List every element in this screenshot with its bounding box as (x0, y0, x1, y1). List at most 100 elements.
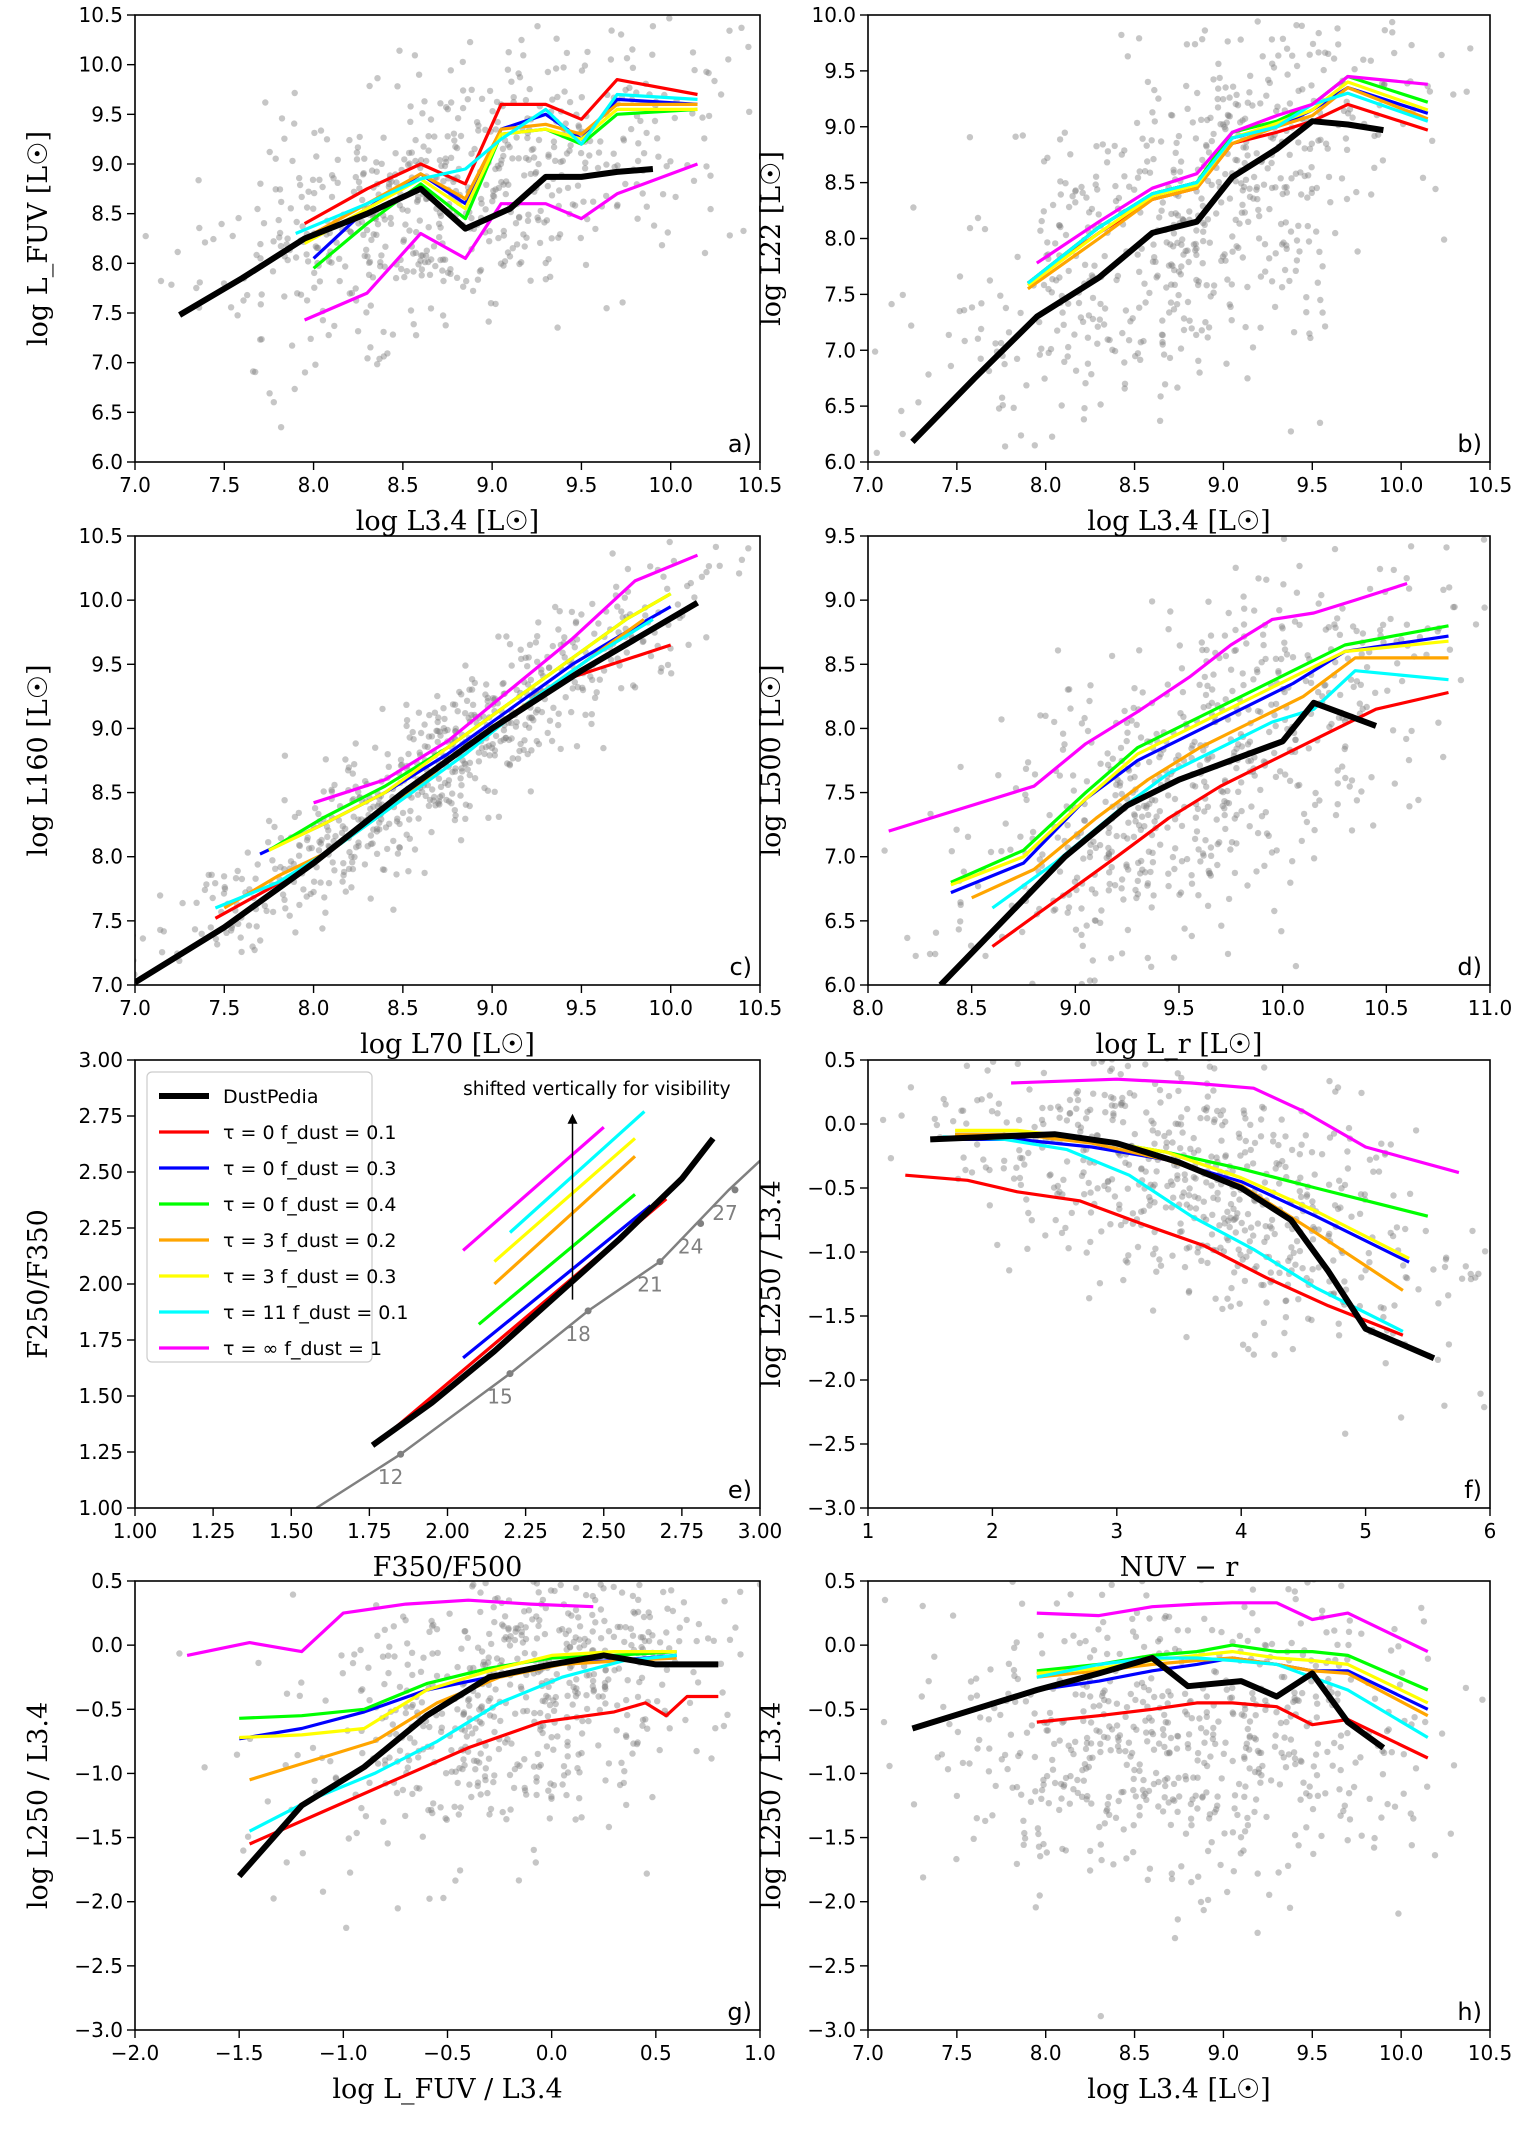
scatter-point (1242, 1744, 1250, 1752)
scatter-point (1269, 60, 1276, 67)
scatter-point (381, 1680, 388, 1688)
scatter-point (417, 252, 425, 259)
scatter-point (423, 157, 430, 165)
scatter-point (1202, 319, 1209, 326)
scatter-point (1291, 618, 1299, 625)
scatter-point (1214, 840, 1221, 848)
scatter-point (1227, 1303, 1235, 1310)
scatter-point (305, 188, 312, 195)
scatter-point (1190, 241, 1198, 248)
scatter-point (528, 747, 535, 754)
scatter-point (1005, 1660, 1013, 1668)
scatter-point (1013, 355, 1021, 362)
scatter-point (1039, 1650, 1046, 1657)
scatter-point (361, 252, 368, 260)
scatter-point (1467, 1275, 1475, 1283)
scatter-point (469, 287, 477, 295)
scatter-point (726, 1636, 734, 1644)
scatter-point (1157, 750, 1164, 758)
scatter-point (400, 1613, 407, 1620)
scatter-point (1343, 146, 1351, 153)
scatter-point (426, 1723, 433, 1731)
scatter-point (1148, 963, 1155, 970)
scatter-point (1227, 1214, 1234, 1221)
scatter-point (953, 1855, 960, 1863)
scatter-point (1422, 1718, 1429, 1726)
scatter-point (544, 729, 551, 737)
scatter-point (1348, 1213, 1355, 1220)
scatter-point (1065, 1245, 1072, 1252)
scatter-point (266, 148, 273, 156)
scatter-point (509, 755, 516, 762)
scatter-point (1092, 173, 1100, 180)
scatter-point (1260, 181, 1268, 188)
scatter-point (534, 706, 541, 713)
scatter-point (1275, 1141, 1282, 1149)
scatter-point (1167, 1692, 1174, 1699)
scatter-point (980, 1156, 987, 1163)
scatter-point (1162, 1782, 1169, 1790)
scatter-point (595, 620, 602, 627)
scatter-point (475, 122, 482, 129)
scatter-point (1140, 1643, 1148, 1651)
scatter-point (1233, 745, 1240, 752)
panel-g: −2.0 −1.5 −1.0 −0.5 0.0 0.5 1.0−3.0−2.5−2.0−1.… (23, 1569, 776, 2105)
scatter-point (1122, 307, 1130, 314)
scatter-point (1204, 1847, 1212, 1855)
scatter-point (514, 1761, 521, 1768)
scatter-point (1118, 876, 1126, 883)
scatter-point (1282, 771, 1289, 778)
legend-label: τ = 0 f_dust = 0.3 (223, 1158, 396, 1180)
scatter-point (552, 157, 559, 164)
scatter-point (1389, 29, 1396, 36)
scatter-point (507, 1806, 514, 1813)
scatter-point (1292, 736, 1299, 743)
scatter-point (1180, 713, 1187, 720)
scatter-point (1034, 1825, 1042, 1832)
scatter-point (1238, 180, 1245, 187)
scatter-point (693, 1747, 700, 1755)
scatter-point (1193, 276, 1200, 284)
scatter-point (1244, 741, 1252, 748)
scatter-point (1169, 262, 1176, 269)
scatter-point (1063, 1117, 1071, 1124)
scatter-point (1332, 811, 1340, 819)
scatter-point (597, 138, 604, 145)
scatter-point (458, 691, 465, 698)
scatter-point (466, 759, 474, 766)
scatter-point (746, 108, 753, 116)
scatter-point (1249, 1160, 1257, 1167)
scatter-point (636, 1581, 643, 1589)
scatter-point (1147, 868, 1154, 876)
scatter-point (570, 1638, 577, 1646)
scatter-point (1210, 76, 1217, 83)
scatter-point (428, 1623, 436, 1630)
scatter-point (537, 1726, 544, 1733)
scatter-point (1035, 1843, 1043, 1850)
scatter-point (1202, 1107, 1210, 1114)
scatter-point (1326, 1230, 1333, 1238)
scatter-point (550, 704, 557, 711)
scatter-point (1085, 1179, 1092, 1187)
scatter-point (1054, 1190, 1061, 1198)
scatter-point (1131, 1766, 1138, 1774)
scatter-point (1080, 1777, 1088, 1784)
series-line-magenta (888, 581, 1408, 833)
scatter-point (1286, 1904, 1294, 1912)
scatter-point (362, 1813, 370, 1820)
scatter-point (265, 817, 273, 825)
scatter-point (945, 331, 952, 339)
scatter-point (1182, 1830, 1190, 1837)
scatter-point (1251, 1734, 1258, 1742)
scatter-point (575, 1614, 582, 1621)
scatter-point (617, 1623, 624, 1631)
scatter-point (1222, 696, 1229, 703)
scatter-point (630, 1740, 637, 1747)
scatter-point (1130, 1786, 1137, 1794)
scatter-point (1051, 718, 1058, 726)
scatter-point (1299, 86, 1306, 93)
scatter-point (1266, 79, 1274, 87)
scatter-point (1175, 1087, 1182, 1095)
scatter-point (949, 1612, 957, 1619)
scatter-point (1244, 152, 1251, 159)
